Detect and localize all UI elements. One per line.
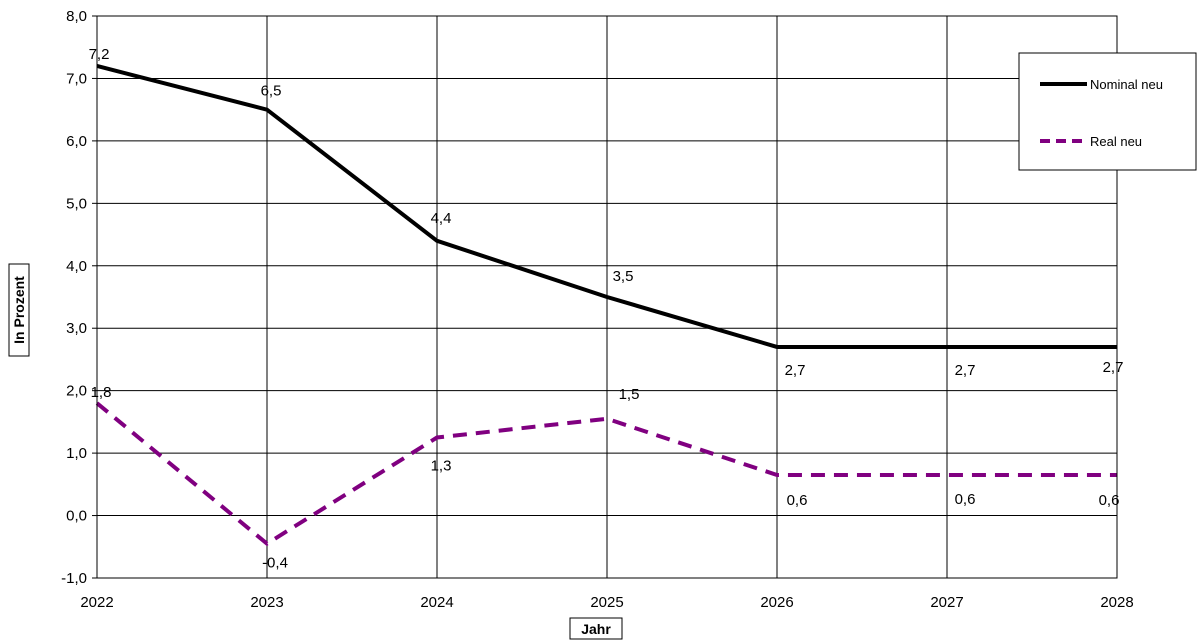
y-tick-label: 1,0 [66, 445, 87, 462]
y-tick-label: -1,0 [61, 570, 87, 587]
x-tick-label: 2022 [80, 594, 113, 611]
x-axis-title-box [569, 617, 623, 640]
y-axis-title-text: In Prozent [11, 276, 27, 344]
data-label: 2,7 [955, 362, 976, 379]
x-axis-title-text: Jahr [581, 621, 611, 637]
data-label: 0,6 [787, 492, 808, 509]
y-tick-label: 7,0 [66, 70, 87, 87]
data-label: 1,8 [91, 384, 112, 401]
x-tick-label: 2025 [590, 594, 623, 611]
y-tick-label: 8,0 [66, 8, 87, 25]
data-label: 3,5 [613, 268, 634, 285]
y-axis-title-box [8, 263, 30, 357]
series-line-nominal [96, 64, 1117, 349]
legend-label: Nominal neu [1090, 77, 1163, 92]
y-tick-label: 6,0 [66, 133, 87, 150]
data-label: -0,4 [262, 555, 288, 572]
data-label: 2,7 [785, 362, 806, 379]
data-label: 2,7 [1103, 359, 1124, 376]
x-tick-label: 2028 [1100, 594, 1133, 611]
data-label: 0,6 [955, 491, 976, 508]
y-tick-label: 4,0 [66, 258, 87, 275]
series-line-real [95, 401, 1117, 547]
x-tick-label: 2024 [420, 594, 453, 611]
x-axis-title: Jahr [569, 617, 623, 640]
data-label: 4,4 [431, 210, 452, 227]
legend-label: Real neu [1090, 134, 1142, 149]
data-label: 7,2 [89, 46, 110, 63]
legend-box [1018, 52, 1197, 171]
x-tick-label: 2026 [760, 594, 793, 611]
plot-frame [96, 15, 1118, 579]
data-label: 1,3 [431, 458, 452, 475]
x-tick-label: 2027 [930, 594, 963, 611]
y-tick-label: 3,0 [66, 320, 87, 337]
y-tick-label: 2,0 [66, 383, 87, 400]
data-label: 6,5 [261, 83, 282, 100]
x-tick-label: 2023 [250, 594, 283, 611]
y-axis-title: In Prozent [8, 263, 30, 357]
y-tick-label: 0,0 [66, 508, 87, 525]
y-tick-label: 5,0 [66, 195, 87, 212]
data-label: 0,6 [1099, 492, 1120, 509]
data-label: 1,5 [619, 386, 640, 403]
